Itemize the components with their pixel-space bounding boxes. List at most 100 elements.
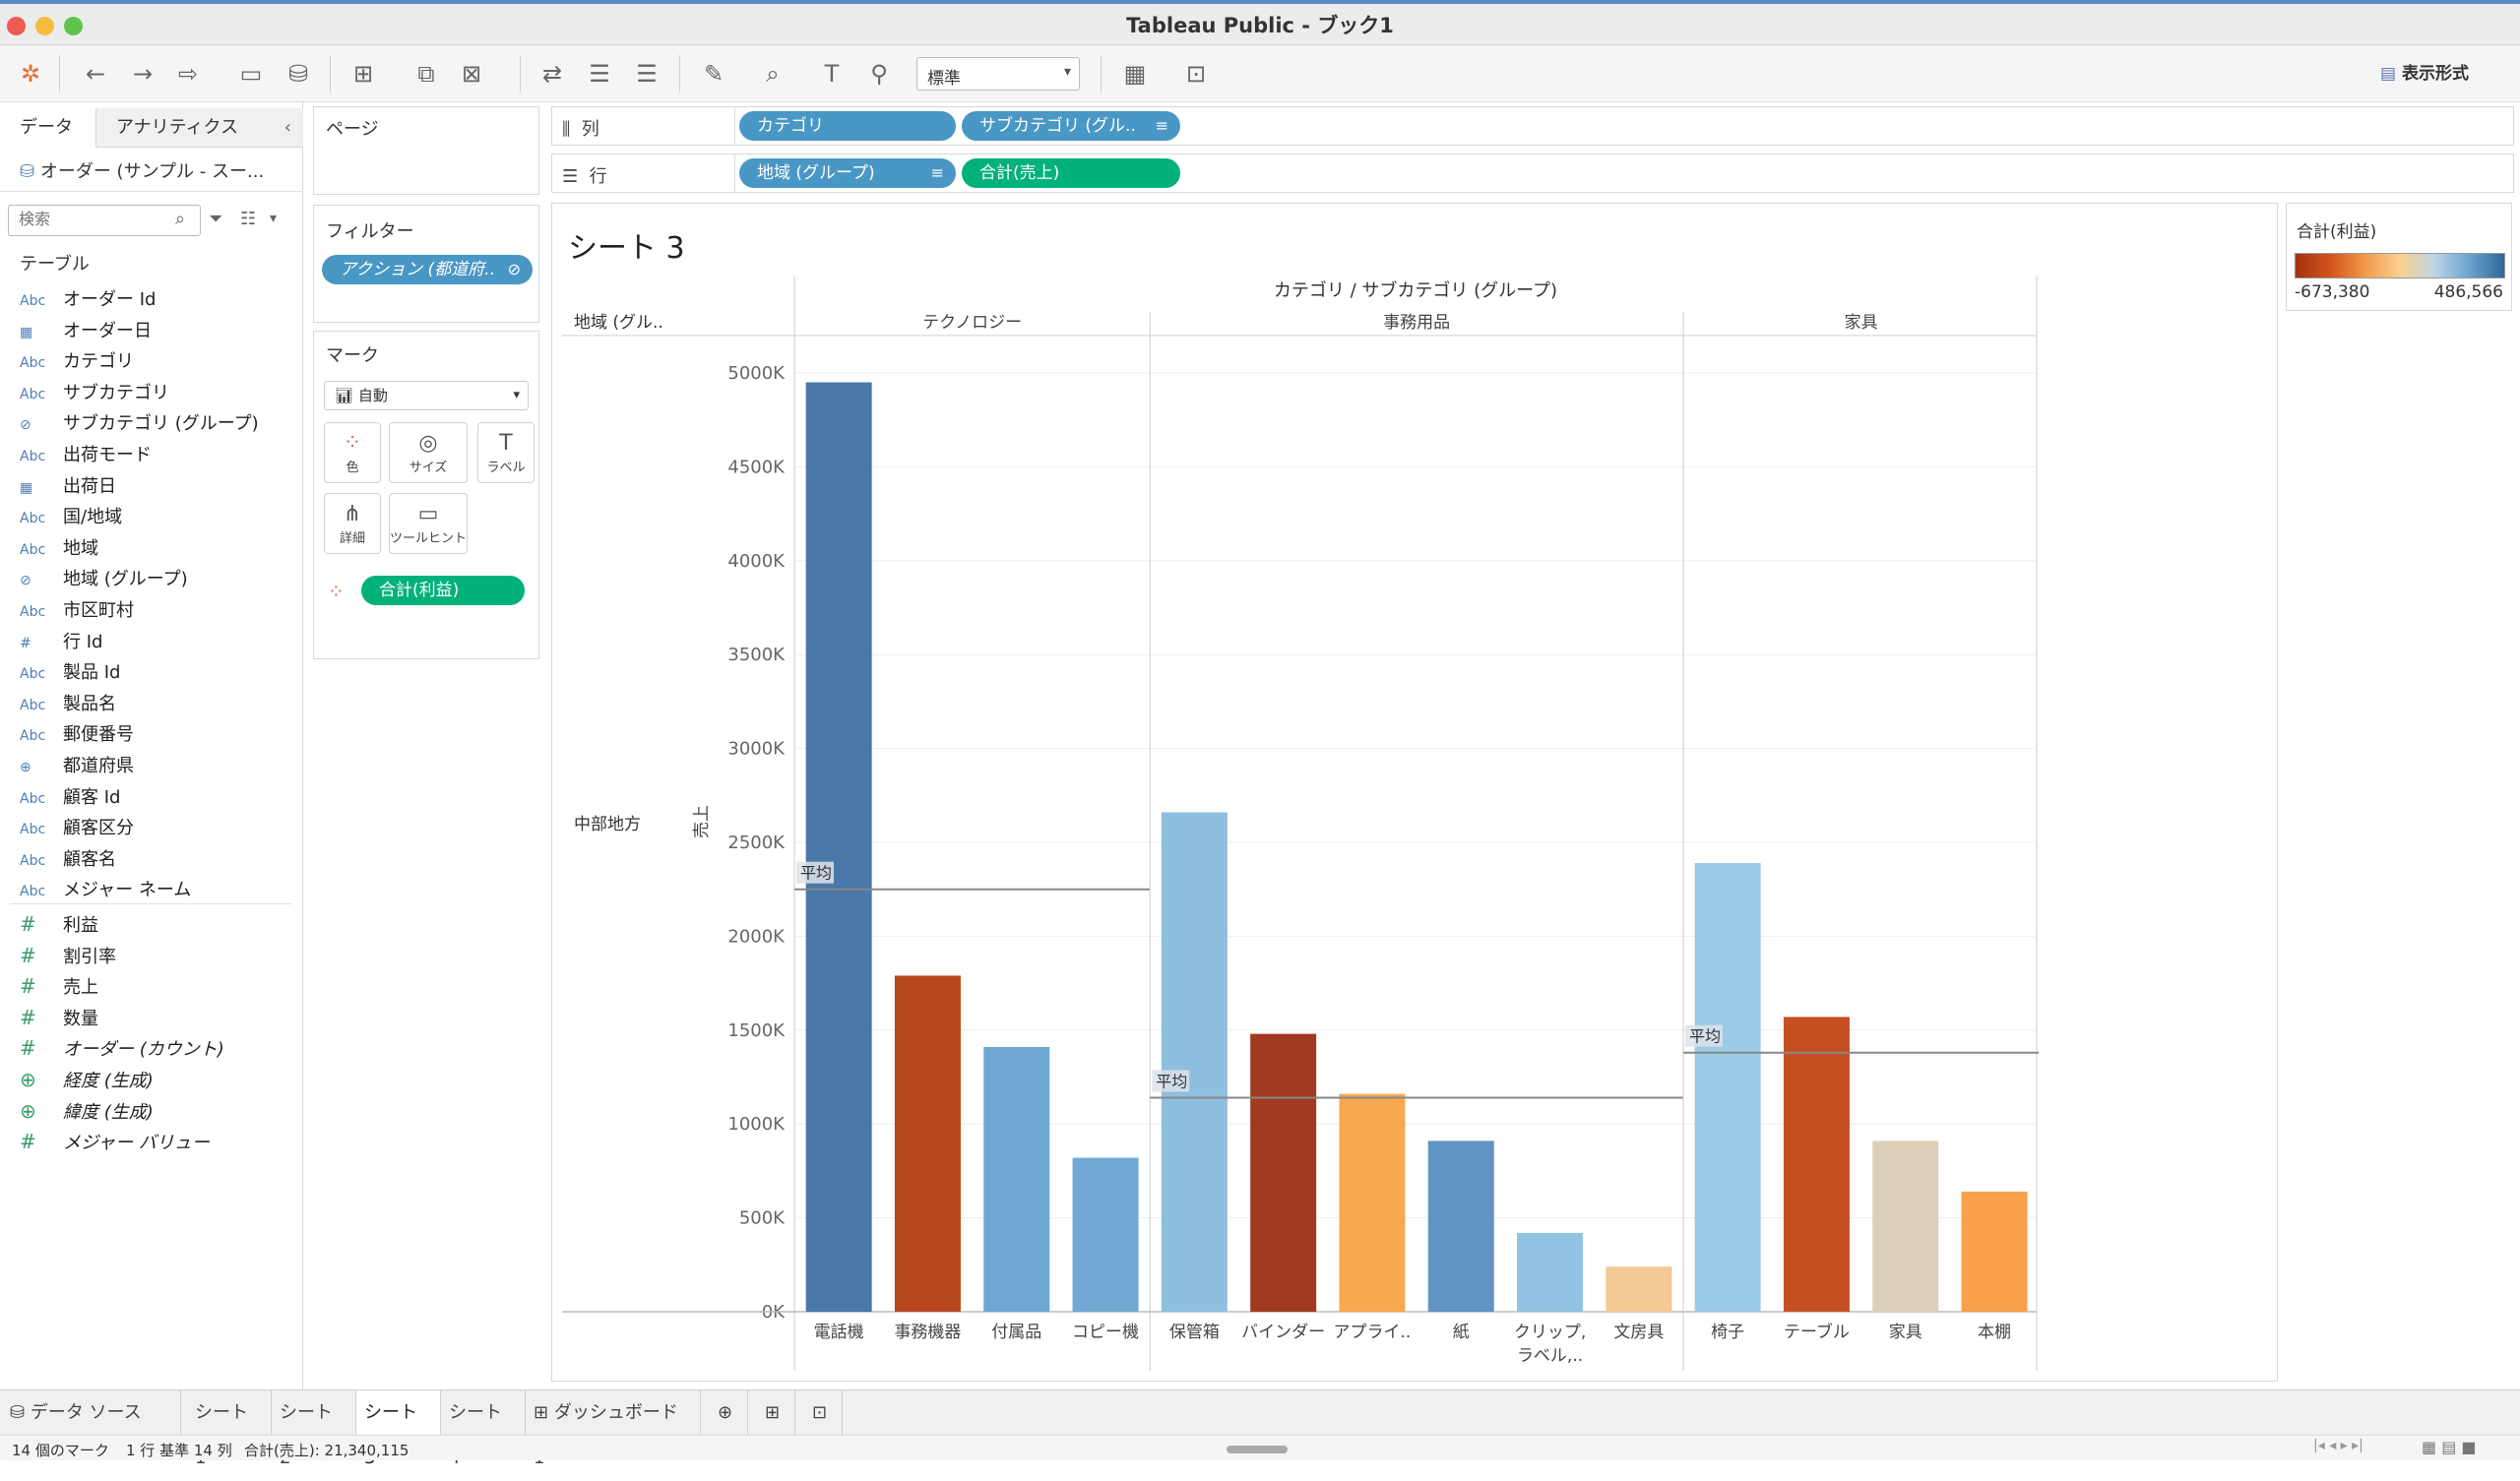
dimension-field[interactable]: Abc メジャー ネーム [20, 876, 191, 905]
filters-card[interactable]: フィルター アクション (都道府.. ⊘ [313, 205, 539, 323]
tab-sheet4[interactable]: シート 4 [441, 1390, 526, 1468]
tab-sheet1[interactable]: シート 1 [187, 1390, 272, 1468]
measure-field[interactable]: # 利益 [20, 909, 98, 939]
presentation-mode-icon[interactable]: ⊡ [1185, 60, 1207, 88]
close-window-button[interactable] [7, 17, 26, 35]
tab-datasource[interactable]: ⛁ データ ソース [0, 1390, 181, 1436]
measure-field[interactable]: # 割引率 [20, 941, 116, 970]
dimension-field[interactable]: ▦ オーダー日 [20, 317, 152, 346]
clear-sheet-icon[interactable]: ⊠ [461, 60, 482, 88]
dimension-field[interactable]: Abc カテゴリ [20, 347, 134, 377]
view-mode-icons[interactable]: ▦ ▤ ■ [2422, 1438, 2477, 1456]
dimension-field[interactable]: Abc 顧客名 [20, 845, 116, 875]
list-view-icon[interactable]: ☷ [240, 209, 257, 229]
replace-datasource-icon[interactable]: ⇨ [177, 60, 199, 88]
measure-field[interactable]: # メジャー バリュー [20, 1127, 210, 1156]
dimension-field[interactable]: Abc 製品 Id [20, 658, 120, 688]
size-button[interactable]: ◎ サイズ [389, 422, 468, 483]
measure-field[interactable]: # 売上 [20, 971, 98, 1001]
column-header-title: カテゴリ / サブカテゴリ (グループ) [1274, 279, 1557, 301]
measure-field[interactable]: ⊕ 経度 (生成) [20, 1065, 154, 1094]
dimension-field[interactable]: ⊘ 地域 (グループ) [20, 565, 188, 594]
show-me-button[interactable]: ▤ 表示形式 [2380, 64, 2469, 84]
duplicate-sheet-icon[interactable]: ⧉ [417, 60, 435, 88]
rows-shelf[interactable]: ☰ 行 地域 (グループ) ≡ 合計(売上) [551, 154, 2514, 193]
new-datasource-icon[interactable]: ⛁ [287, 60, 309, 88]
tableau-logo-icon[interactable]: ✲ [20, 60, 41, 88]
group-members-icon[interactable]: ⌕ [766, 60, 780, 88]
dimension-field[interactable]: Abc 顧客区分 [20, 814, 134, 843]
color-legend[interactable]: 合計(利益) -673,380 486,566 [2286, 203, 2512, 311]
columns-shelf[interactable]: ⫼ 列 カテゴリ サブカテゴリ (グル.. ≡ [551, 106, 2514, 146]
dimension-field[interactable]: Abc 郵便番号 [20, 720, 134, 750]
dimension-field[interactable]: ⊕ 都道府県 [20, 752, 134, 781]
sort-descending-icon[interactable]: ☰ [636, 60, 658, 88]
columns-shelf-label: ⫼ 列 [562, 119, 599, 140]
datasource-item[interactable]: ⛁ オーダー (サンプル - スー... [20, 161, 265, 182]
pin-axes-icon[interactable]: ⚲ [870, 60, 888, 88]
zoom-window-button[interactable] [64, 17, 83, 35]
new-worksheet-tab-icon[interactable]: ⊕ [703, 1390, 748, 1436]
filter-pill[interactable]: アクション (都道府.. ⊘ [322, 255, 533, 284]
worksheet-view[interactable]: シート 3 カテゴリ / サブカテゴリ (グループ) 地域 (グル.. 中部地方 売上… [551, 203, 2278, 1382]
label-button[interactable]: T ラベル [477, 422, 535, 483]
show-cards-icon[interactable]: ▦ [1123, 60, 1147, 88]
highlight-icon[interactable]: ✎ [703, 60, 724, 88]
dimension-field[interactable]: ⊘ サブカテゴリ (グループ) [20, 409, 259, 439]
x-tick-label: テーブル [1784, 1322, 1850, 1342]
new-story-tab-icon[interactable]: ⊡ [797, 1390, 843, 1436]
dimension-field[interactable]: ▦ 出荷日 [20, 472, 116, 502]
dimension-field[interactable]: Abc 出荷モード [20, 441, 152, 470]
fit-view-select[interactable]: 標準 ▾ [916, 57, 1080, 91]
tab-sheet3[interactable]: シート 3 [356, 1390, 441, 1468]
color-button[interactable]: ⁘ 色 [324, 422, 381, 483]
chevron-down-icon[interactable]: ▾ [270, 211, 278, 226]
dimension-field[interactable]: Abc サブカテゴリ [20, 379, 169, 408]
dimension-field[interactable]: Abc 国/地域 [20, 503, 122, 532]
tooltip-button[interactable]: ▭ ツールヒント [389, 493, 468, 554]
minimize-window-button[interactable] [35, 17, 54, 35]
columns-pill-category[interactable]: カテゴリ [739, 111, 956, 141]
rows-pill-sum-sales[interactable]: 合計(売上) [962, 158, 1180, 188]
y-tick-label: 4000K [727, 551, 786, 572]
tab-analytics[interactable]: アナリティクス ‹ [96, 108, 303, 148]
string-type-icon: Abc [20, 697, 46, 713]
dimension-field[interactable]: Abc オーダー Id [20, 285, 156, 315]
measure-field[interactable]: # 数量 [20, 1003, 98, 1032]
pages-card[interactable]: ページ [313, 106, 539, 195]
tab-data[interactable]: データ [0, 108, 96, 148]
show-labels-icon[interactable]: T [824, 60, 840, 88]
rows-pill-region-group[interactable]: 地域 (グループ) ≡ [739, 158, 956, 188]
redo-icon[interactable]: → [132, 60, 154, 88]
sheet-navigation-icon[interactable]: |◂ ◂ ▸ ▸| [2313, 1438, 2363, 1453]
average-label: 平均 [800, 864, 832, 883]
dimension-field[interactable]: Abc 顧客 Id [20, 783, 120, 813]
new-dashboard-tab-icon[interactable]: ⊞ [750, 1390, 795, 1436]
horizontal-scrollbar[interactable] [1227, 1446, 1288, 1453]
tab-sheet2[interactable]: シート 2 [272, 1390, 356, 1468]
color-measure-pill[interactable]: 合計(利益) [361, 576, 525, 605]
save-icon[interactable]: ▭ [239, 60, 263, 88]
detail-button[interactable]: ⋔ 詳細 [324, 493, 381, 554]
dimension-field[interactable]: Abc 地域 [20, 534, 98, 564]
tab-dashboard1[interactable]: ⊞ ダッシュボード 1 [526, 1390, 701, 1468]
measure-field[interactable]: ⊕ 緯度 (生成) [20, 1096, 154, 1126]
search-input[interactable] [8, 205, 201, 236]
filters-card-title: フィルター [326, 221, 414, 242]
swap-rows-columns-icon[interactable]: ⇄ [541, 60, 563, 88]
bar [1072, 1157, 1139, 1312]
detail-icon: ⋔ [343, 502, 362, 526]
filter-icon[interactable]: ⏷ [209, 209, 223, 229]
collapse-pane-icon[interactable]: ‹ [284, 117, 291, 138]
dimension-field[interactable]: Abc 市区町村 [20, 596, 134, 626]
mark-type-select[interactable]: 📊︎ 自動 ▾ [324, 381, 529, 410]
columns-pill-subcategory[interactable]: サブカテゴリ (グル.. ≡ [962, 111, 1180, 141]
y-tick-label: 3000K [727, 739, 786, 760]
undo-icon[interactable]: ← [85, 60, 106, 88]
sort-ascending-icon[interactable]: ☰ [589, 60, 610, 88]
new-worksheet-icon[interactable]: ⊞ [352, 60, 374, 88]
dimension-field[interactable]: Abc 製品名 [20, 690, 116, 719]
measure-field[interactable]: # オーダー (カウント) [20, 1033, 224, 1063]
dimension-field[interactable]: # 行 Id [20, 628, 102, 657]
bar-chart[interactable]: カテゴリ / サブカテゴリ (グループ)地域 (グル..中部地方 売上0K500K… [552, 204, 2279, 1383]
